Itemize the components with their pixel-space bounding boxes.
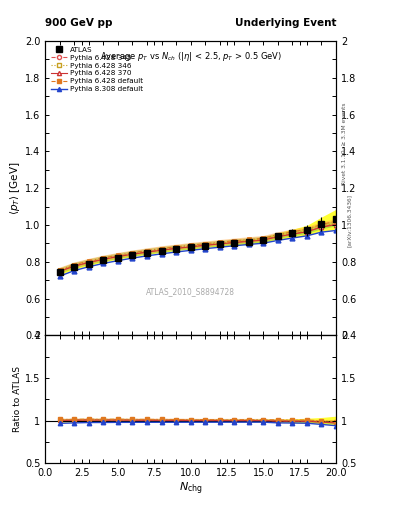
Text: Rivet 3.1.10, ≥ 3.3M events: Rivet 3.1.10, ≥ 3.3M events [342,102,346,185]
Text: ATLAS_2010_S8894728: ATLAS_2010_S8894728 [146,287,235,296]
Text: Average $p_T$ vs $N_{ch}$ ($|\eta|$ < 2.5, $p_T$ > 0.5 GeV): Average $p_T$ vs $N_{ch}$ ($|\eta|$ < 2.… [99,50,282,63]
Legend: ATLAS, Pythia 6.428 345, Pythia 6.428 346, Pythia 6.428 370, Pythia 6.428 defaul: ATLAS, Pythia 6.428 345, Pythia 6.428 34… [49,45,145,94]
Text: [arXiv:1306.3436]: [arXiv:1306.3436] [347,194,352,247]
Text: Underlying Event: Underlying Event [235,18,336,28]
X-axis label: $N_{\rm chg}$: $N_{\rm chg}$ [179,481,202,497]
Y-axis label: $\langle p_T \rangle$ [GeV]: $\langle p_T \rangle$ [GeV] [8,161,22,215]
Y-axis label: Ratio to ATLAS: Ratio to ATLAS [13,367,22,432]
Text: 900 GeV pp: 900 GeV pp [45,18,113,28]
